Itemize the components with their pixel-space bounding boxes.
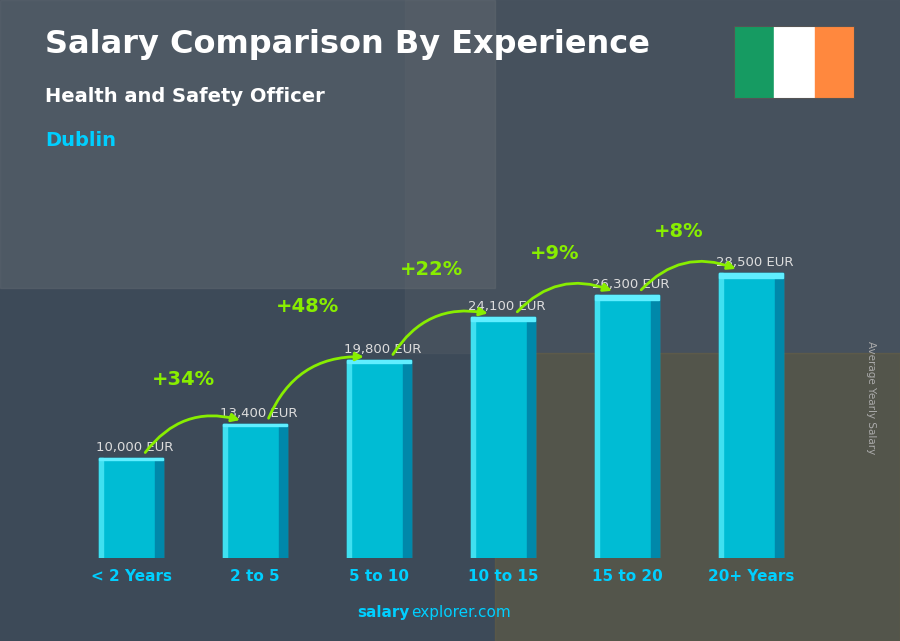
Text: 26,300 EUR: 26,300 EUR	[592, 278, 670, 292]
Text: Salary Comparison By Experience: Salary Comparison By Experience	[45, 29, 650, 60]
Text: 19,800 EUR: 19,800 EUR	[345, 344, 422, 356]
Bar	[279, 424, 287, 558]
Text: explorer.com: explorer.com	[411, 606, 511, 620]
Bar	[527, 317, 536, 558]
Text: Average Yearly Salary: Average Yearly Salary	[866, 341, 877, 454]
Bar	[595, 295, 599, 558]
Bar	[471, 317, 475, 558]
Text: 13,400 EUR: 13,400 EUR	[220, 407, 298, 420]
Text: +34%: +34%	[152, 370, 215, 388]
Bar	[99, 458, 164, 460]
Bar	[774, 26, 814, 99]
Text: Dublin: Dublin	[45, 131, 116, 151]
Bar	[99, 458, 164, 558]
Text: 24,100 EUR: 24,100 EUR	[468, 301, 545, 313]
Bar	[156, 458, 164, 558]
Bar	[734, 26, 774, 99]
Bar	[775, 273, 783, 558]
Bar	[718, 273, 783, 278]
Bar	[814, 26, 855, 99]
Bar	[403, 360, 411, 558]
Bar	[223, 424, 287, 426]
Text: 10,000 EUR: 10,000 EUR	[96, 441, 174, 454]
Text: 28,500 EUR: 28,500 EUR	[716, 256, 794, 269]
Bar	[718, 273, 723, 558]
Bar	[471, 317, 536, 558]
Bar	[346, 360, 411, 558]
Bar	[471, 317, 536, 321]
Bar	[651, 295, 659, 558]
Text: +8%: +8%	[654, 222, 704, 241]
Bar	[495, 353, 900, 641]
Text: +9%: +9%	[530, 244, 580, 263]
Bar	[223, 424, 228, 558]
Text: salary: salary	[357, 606, 410, 620]
Bar	[346, 360, 411, 363]
Bar	[99, 458, 104, 558]
Bar	[0, 0, 495, 288]
Text: +48%: +48%	[275, 297, 338, 315]
Bar	[595, 295, 659, 558]
Bar	[405, 0, 900, 353]
Bar	[718, 273, 783, 558]
Text: +22%: +22%	[400, 260, 463, 279]
Bar	[223, 424, 287, 558]
Bar	[346, 360, 351, 558]
Text: Health and Safety Officer: Health and Safety Officer	[45, 87, 325, 106]
Bar	[595, 295, 659, 299]
